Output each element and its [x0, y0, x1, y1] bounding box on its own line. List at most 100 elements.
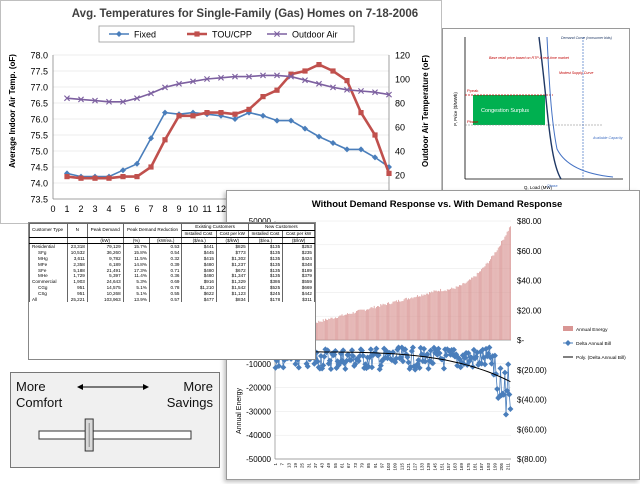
y2-tick-label: 120 [395, 51, 410, 61]
annual-energy-bar [461, 285, 463, 340]
annual-energy-bar [340, 315, 342, 340]
data-point [78, 96, 84, 103]
annual-energy-bar [466, 281, 468, 340]
slider-track[interactable] [38, 430, 192, 440]
data-point [260, 72, 266, 79]
data-point [302, 125, 308, 132]
dr-x-tick-label: 181 [472, 463, 477, 471]
delta-bill-point [435, 345, 442, 352]
slider-thumb[interactable] [84, 418, 94, 452]
annual-energy-bar [464, 283, 466, 340]
annual-energy-bar [368, 309, 370, 340]
annual-energy-bar [379, 306, 381, 340]
table-cell: 5.1% [122, 290, 150, 297]
y2-tick-label: 100 [395, 75, 410, 85]
data-point [260, 112, 266, 119]
y-tick-label: 74.5 [30, 163, 48, 173]
annual-energy-bar [442, 291, 444, 340]
annual-energy-bar [504, 236, 506, 340]
table-cell: $379 [282, 273, 315, 280]
annual-energy-bar [492, 255, 494, 340]
delta-bill-point [415, 357, 422, 364]
x-tick-label: 11 [202, 204, 211, 214]
delta-bill-point [327, 365, 334, 372]
legend-label: Outdoor Air [292, 30, 338, 40]
dr-x-tick-label: 7 [280, 463, 285, 466]
annual-energy-bar [501, 240, 502, 340]
annual-energy-bar [357, 310, 358, 340]
data-point [372, 132, 378, 138]
delta-bill-point [393, 355, 400, 362]
dr-legend-label: Poly. (Delta Annual Bill) [576, 355, 626, 361]
annual-energy-bar [498, 246, 500, 340]
delta-bill-point [404, 354, 411, 361]
annual-energy-bar [449, 289, 450, 340]
table-cell: $480 [181, 267, 217, 274]
data-point [232, 116, 238, 122]
annual-energy-bar [342, 315, 344, 340]
table-cell: $916 [181, 279, 217, 285]
annual-energy-bar [479, 271, 480, 340]
y-tick-label: 76.0 [30, 115, 48, 125]
table-cell: 951 [66, 284, 88, 291]
delta-bill-point [473, 353, 480, 360]
data-point [372, 154, 378, 161]
delta-bill-point [449, 351, 456, 358]
data-point [176, 113, 182, 119]
dr-x-tick-label: 13 [286, 463, 291, 469]
unit-cell [66, 236, 88, 245]
dr-x-tick-label: 1 [273, 463, 278, 466]
annual-energy-bar [457, 286, 459, 340]
dr-x-tick-label: 139 [426, 463, 431, 471]
data-point [302, 77, 308, 84]
annual-energy-bar [481, 269, 483, 340]
annual-energy-bar [328, 318, 330, 340]
group-existing-customers: Existing Customers [181, 223, 249, 231]
x-tick-label: 12 [216, 204, 226, 214]
annual-energy-bar [459, 285, 460, 340]
data-point [204, 110, 210, 116]
annual-energy-bar [322, 319, 324, 340]
data-point [358, 146, 364, 153]
annual-energy-bar [484, 266, 486, 340]
annual-energy-bar [493, 255, 495, 340]
delta-bill-point [377, 362, 384, 369]
delta-bill-point [368, 364, 375, 371]
table-cell: $135 [247, 273, 284, 280]
annual-energy-bar [323, 320, 325, 340]
delta-bill-point [405, 359, 412, 366]
table-cell: $415 [181, 255, 217, 262]
table-cell: $622 [181, 290, 217, 297]
units-row: (kW) (%) (kW/ea.) ($/ea.) ($/kW) ($/ea.) ($/kW… [29, 236, 315, 245]
y2-tick-label: 80 [395, 99, 405, 109]
dr-x-tick-label: 91 [373, 463, 378, 469]
table-cell: $525 [247, 284, 284, 291]
dr-x-tick-label: 61 [340, 463, 345, 469]
annual-energy-bar [390, 304, 392, 340]
annual-energy-bar [414, 297, 416, 340]
delta-bill-point [381, 345, 388, 352]
table-cell: $135 [247, 255, 284, 262]
data-point [232, 111, 238, 117]
annual-energy-bar [371, 307, 373, 340]
annual-energy-bar [473, 276, 475, 340]
delta-bill-point [295, 364, 302, 371]
table-cell: 25,221 [66, 296, 88, 303]
annual-energy-bar [476, 272, 478, 340]
delta-bill-point [409, 344, 416, 351]
data-point [162, 84, 168, 91]
delta-bill-point [427, 347, 434, 354]
dr-y2-tick-label: $(80.00) [517, 455, 547, 464]
annual-energy-bar [451, 287, 453, 340]
data-point [232, 73, 238, 80]
annual-energy-bar [399, 301, 401, 340]
table-cell: $348 [282, 261, 315, 268]
delta-bill-point [334, 358, 341, 365]
annual-energy-bar [339, 315, 341, 340]
delta-bill-point [320, 362, 327, 369]
customer-cost-table-panel: Customer Type N Peak Demand Peak Demand … [28, 222, 316, 360]
temperature-chart: Avg. Temperatures for Single-Family (Gas… [8, 8, 430, 214]
data-point [148, 135, 154, 142]
annual-energy-bar [500, 245, 501, 340]
annual-energy-bar [392, 301, 394, 340]
